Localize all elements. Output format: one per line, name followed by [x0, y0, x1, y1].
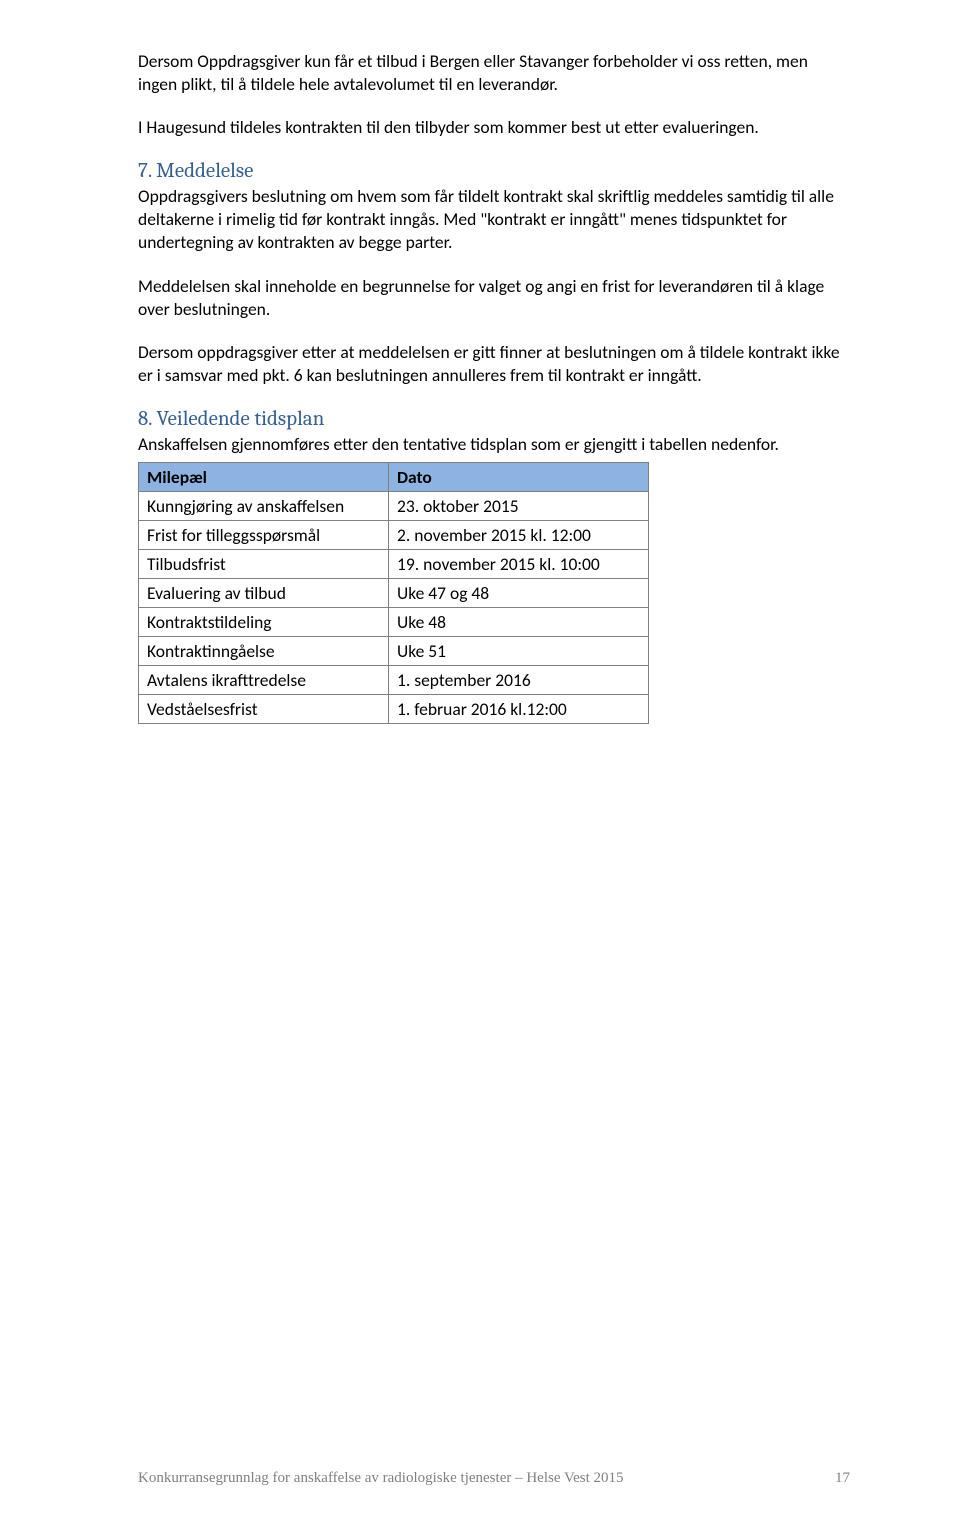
paragraph: Anskaffelsen gjennomføres etter den tent… — [138, 433, 850, 456]
cell-milestone: Vedståelsesfrist — [139, 695, 389, 724]
table-row: Evaluering av tilbud Uke 47 og 48 — [139, 579, 649, 608]
paragraph: Dersom Oppdragsgiver kun får et tilbud i… — [138, 50, 850, 96]
section-meddelelse: 7. Meddelelse Oppdragsgivers beslutning … — [138, 159, 850, 387]
cell-milestone: Evaluering av tilbud — [139, 579, 389, 608]
col-header-date: Dato — [389, 463, 649, 492]
cell-date: 19. november 2015 kl. 10:00 — [389, 550, 649, 579]
page-number: 17 — [835, 1470, 850, 1487]
cell-date: Uke 47 og 48 — [389, 579, 649, 608]
table-row: Kontraktinngåelse Uke 51 — [139, 637, 649, 666]
cell-milestone: Frist for tilleggsspørsmål — [139, 521, 389, 550]
table-row: Tilbudsfrist 19. november 2015 kl. 10:00 — [139, 550, 649, 579]
paragraph: I Haugesund tildeles kontrakten til den … — [138, 116, 850, 139]
cell-date: 23. oktober 2015 — [389, 492, 649, 521]
cell-date: Uke 48 — [389, 608, 649, 637]
paragraph: Meddelelsen skal inneholde en begrunnels… — [138, 275, 850, 321]
section-tidsplan: 8. Veiledende tidsplan Anskaffelsen gjen… — [138, 407, 850, 724]
table-row: Kunngjøring av anskaffelsen 23. oktober … — [139, 492, 649, 521]
cell-date: 2. november 2015 kl. 12:00 — [389, 521, 649, 550]
document-page: Dersom Oppdragsgiver kun får et tilbud i… — [0, 0, 960, 1523]
table-row: Kontraktstildeling Uke 48 — [139, 608, 649, 637]
table-row: Frist for tilleggsspørsmål 2. november 2… — [139, 521, 649, 550]
cell-date: 1. september 2016 — [389, 666, 649, 695]
cell-date: 1. februar 2016 kl.12:00 — [389, 695, 649, 724]
cell-milestone: Tilbudsfrist — [139, 550, 389, 579]
table-row: Vedståelsesfrist 1. februar 2016 kl.12:0… — [139, 695, 649, 724]
table-row: Avtalens ikrafttredelse 1. september 201… — [139, 666, 649, 695]
page-footer: Konkurransegrunnlag for anskaffelse av r… — [138, 1470, 850, 1487]
schedule-table: Milepæl Dato Kunngjøring av anskaffelsen… — [138, 462, 649, 724]
cell-milestone: Kunngjøring av anskaffelsen — [139, 492, 389, 521]
cell-date: Uke 51 — [389, 637, 649, 666]
heading-8: 8. Veiledende tidsplan — [138, 407, 850, 431]
col-header-milestone: Milepæl — [139, 463, 389, 492]
cell-milestone: Avtalens ikrafttredelse — [139, 666, 389, 695]
cell-milestone: Kontraktinngåelse — [139, 637, 389, 666]
paragraph: Dersom oppdragsgiver etter at meddelelse… — [138, 341, 850, 387]
table-header-row: Milepæl Dato — [139, 463, 649, 492]
footer-text: Konkurransegrunnlag for anskaffelse av r… — [138, 1470, 624, 1487]
cell-milestone: Kontraktstildeling — [139, 608, 389, 637]
heading-7: 7. Meddelelse — [138, 159, 850, 183]
paragraph: Oppdragsgivers beslutning om hvem som få… — [138, 185, 850, 254]
